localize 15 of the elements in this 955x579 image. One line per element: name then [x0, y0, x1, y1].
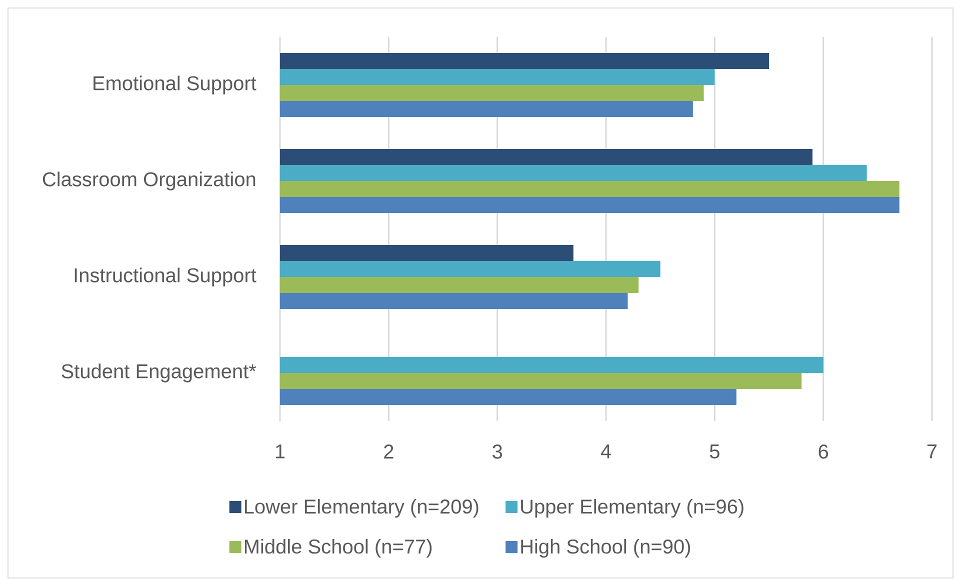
x-tick-label: 2	[384, 444, 394, 459]
y-tick-label: Classroom Organization	[42, 172, 256, 190]
x-tick-label: 7	[927, 444, 937, 458]
x-tick-label: 5	[710, 444, 720, 458]
x-tick-label: 4	[600, 444, 611, 458]
y-tick-label: Instructional Support	[74, 268, 256, 286]
y-tick-label: Student Engagement*	[62, 364, 256, 382]
legend-label: Middle School (n=77)	[244, 538, 432, 558]
x-tick-label: 6	[818, 444, 828, 459]
y-tick-label: Emotional Support	[94, 76, 256, 94]
x-tick-label: 1	[276, 444, 285, 458]
x-tick-label: 3	[492, 444, 502, 459]
legend-label: High School (n=90)	[521, 538, 690, 558]
legend-label: Lower Elementary (n=209)	[244, 499, 478, 518]
legend-label: Upper Elementary (n=96)	[521, 499, 744, 518]
